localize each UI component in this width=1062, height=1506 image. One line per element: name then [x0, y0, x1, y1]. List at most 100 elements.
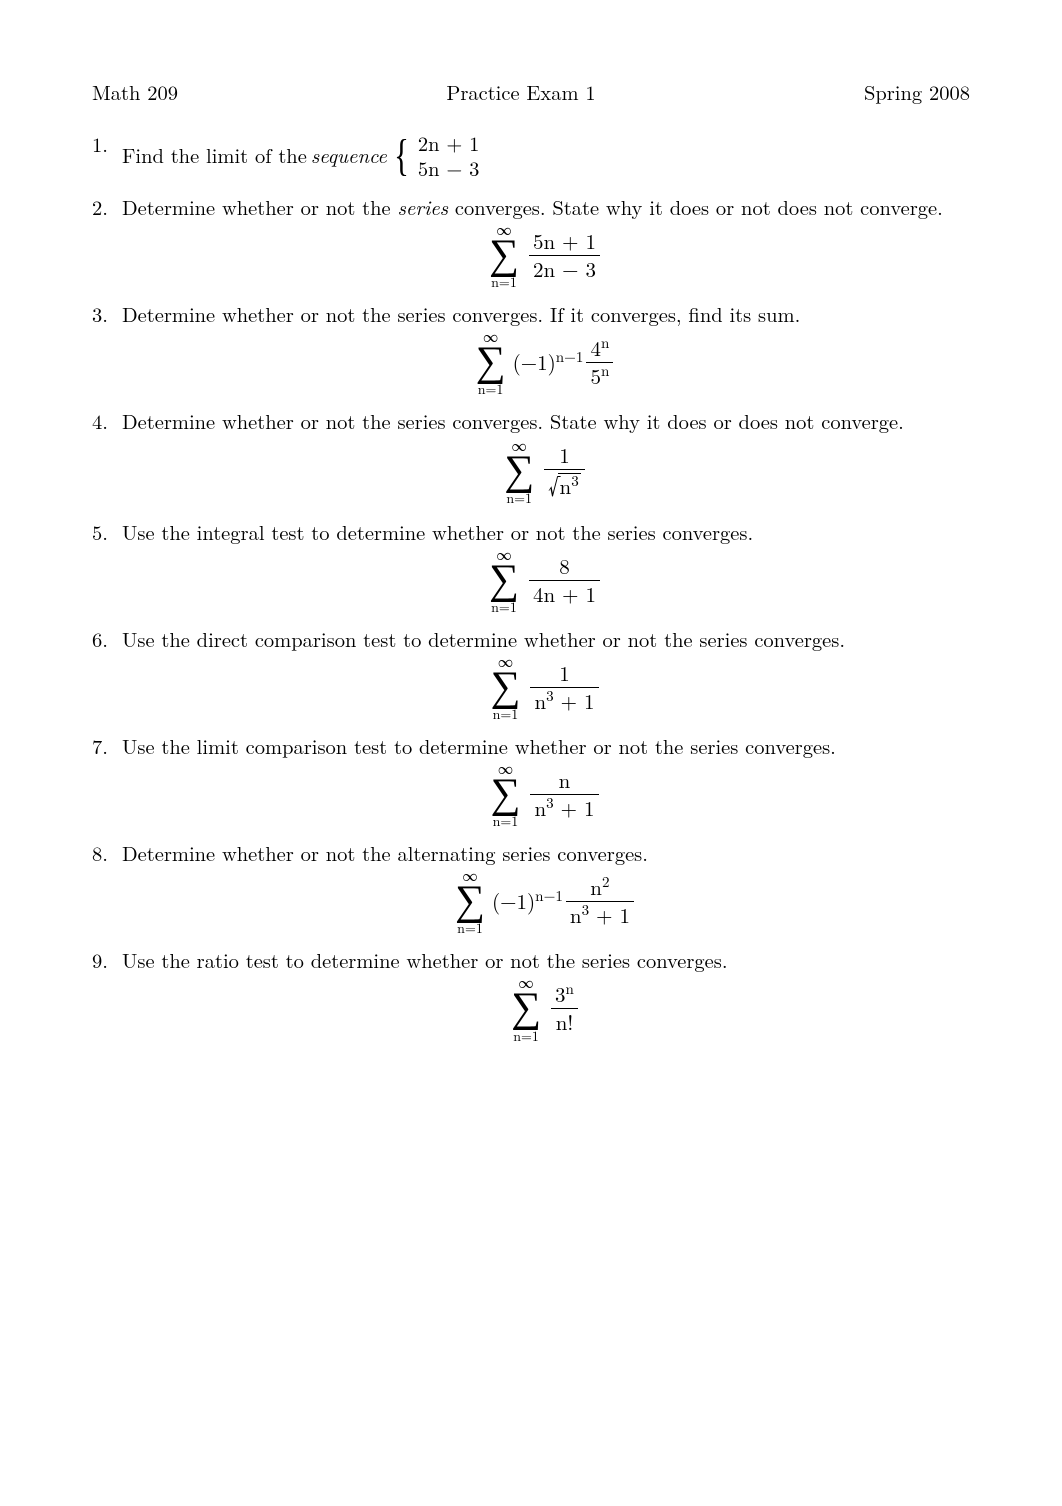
p2-sum-bot: n=1 — [491, 273, 517, 292]
p7-den-a: n — [534, 793, 546, 823]
p9-num-exp: n — [566, 978, 574, 999]
p8-formula: ∞ ∑ n=1 (−1)n−1 n2 n3 + 1 — [122, 875, 970, 928]
p4-text: Determine whether or not the series conv… — [122, 406, 904, 435]
p1-seq-top: 2n + 1 — [418, 130, 480, 156]
p3-sign-base: (−1) — [513, 347, 556, 377]
p7-sum-bot: n=1 — [493, 812, 519, 831]
problem-9: Use the ratio test to determine whether … — [92, 946, 970, 1035]
p6-sum-bot: n=1 — [493, 705, 519, 724]
p3-frac: 4n 5n — [586, 336, 613, 389]
p8-sign-exp: n−1 — [535, 885, 563, 906]
p6-den-exp: 3 — [546, 685, 554, 706]
p4-den: n3 — [544, 470, 585, 500]
p7-num: n — [530, 768, 598, 795]
p3-sign: (−1)n−1 — [513, 347, 584, 377]
summation-icon: ∞ ∑ n=1 — [455, 880, 485, 922]
p8-num-a: n — [590, 872, 602, 902]
p3-formula: ∞ ∑ n=1 (−1)n−1 4n 5n — [122, 336, 970, 389]
p6-num: 1 — [530, 661, 598, 688]
p2-series-word: series — [397, 192, 448, 221]
problem-7: Use the limit comparison test to determi… — [92, 732, 970, 821]
p2-frac: 5n + 1 2n − 3 — [529, 229, 600, 282]
p8-sum-top: ∞ — [462, 866, 477, 886]
p5-text: Use the integral test to determine wheth… — [122, 517, 753, 546]
p1-text-a: Find the limit of the — [122, 141, 307, 169]
p9-sum-bot: n=1 — [513, 1027, 539, 1046]
summation-icon: ∞ ∑ n=1 — [476, 341, 506, 383]
p6-den: n3 + 1 — [530, 688, 598, 714]
p4-num: 1 — [544, 443, 585, 470]
p7-formula: ∞ ∑ n=1 n n3 + 1 — [122, 768, 970, 821]
p3-text: Determine whether or not the series conv… — [122, 299, 800, 328]
p4-sum-bot: n=1 — [506, 489, 532, 508]
p7-den-b: + 1 — [554, 793, 595, 823]
p9-frac: 3n n! — [551, 982, 578, 1035]
p8-num-exp: 2 — [602, 871, 610, 892]
summation-icon: ∞ ∑ n=1 — [489, 234, 519, 276]
p2-num: 5n + 1 — [529, 229, 600, 256]
problem-5: Use the integral test to determine wheth… — [92, 518, 970, 607]
problem-2: Determine whether or not the series conv… — [92, 193, 970, 282]
p7-frac: n n3 + 1 — [530, 768, 598, 821]
header-center: Practice Exam 1 — [446, 78, 595, 106]
summation-icon: ∞ ∑ n=1 — [511, 987, 541, 1029]
p9-text: Use the ratio test to determine whether … — [122, 945, 728, 974]
p7-den-exp: 3 — [546, 792, 554, 813]
p8-num: n2 — [566, 875, 634, 902]
p3-num-base: 4 — [590, 333, 601, 363]
sqrt-icon: n3 — [548, 471, 581, 500]
problem-8: Determine whether or not the alternating… — [92, 839, 970, 928]
p7-text: Use the limit comparison test to determi… — [122, 731, 836, 760]
p8-den: n3 + 1 — [566, 902, 634, 928]
p2-formula: ∞ ∑ n=1 5n + 1 2n − 3 — [122, 229, 970, 282]
p2-den: 2n − 3 — [529, 256, 600, 282]
problem-3: Determine whether or not the series conv… — [92, 300, 970, 389]
p4-formula: ∞ ∑ n=1 1 n3 — [122, 443, 970, 500]
p8-den-exp: 3 — [582, 899, 590, 920]
problem-6: Use the direct comparison test to determ… — [92, 625, 970, 714]
page: Math 209 Practice Exam 1 Spring 2008 Fin… — [0, 0, 1062, 1506]
p2-sum-top: ∞ — [496, 220, 511, 240]
p7-sum-top: ∞ — [498, 759, 513, 779]
p1-sequence-word: sequence — [311, 141, 387, 169]
p6-text: Use the direct comparison test to determ… — [122, 624, 845, 653]
p2-text-a: Determine whether or not the — [122, 192, 397, 221]
summation-icon: ∞ ∑ n=1 — [490, 773, 520, 815]
summation-icon: ∞ ∑ n=1 — [490, 666, 520, 708]
p5-sum-top: ∞ — [496, 545, 511, 565]
problem-list: Find the limit of the sequence { 2n + 1 … — [92, 130, 970, 1035]
p4-radicand: n3 — [558, 473, 581, 499]
p3-sum-bot: n=1 — [478, 380, 504, 399]
p4-rad-base: n — [560, 471, 572, 501]
p1-sequence-frac: 2n + 1 5n − 3 — [418, 130, 480, 181]
p3-num: 4n — [586, 336, 613, 363]
p3-den: 5n — [586, 363, 613, 389]
problem-1: Find the limit of the sequence { 2n + 1 … — [92, 130, 970, 181]
p6-frac: 1 n3 + 1 — [530, 661, 598, 714]
p1-seq-bot: 5n − 3 — [418, 155, 480, 181]
p3-den-base: 5 — [590, 361, 601, 391]
p9-den: n! — [551, 1009, 578, 1035]
p4-frac: 1 n3 — [544, 443, 585, 500]
p4-rad-exp: 3 — [571, 470, 579, 491]
p4-sum-top: ∞ — [512, 436, 527, 456]
summation-icon: ∞ ∑ n=1 — [504, 450, 534, 492]
problem-4: Determine whether or not the series conv… — [92, 407, 970, 500]
p6-formula: ∞ ∑ n=1 1 n3 + 1 — [122, 661, 970, 714]
summation-icon: ∞ ∑ n=1 — [489, 559, 519, 601]
p5-formula: ∞ ∑ n=1 8 4n + 1 — [122, 554, 970, 607]
p5-den: 4n + 1 — [529, 581, 600, 607]
p9-formula: ∞ ∑ n=1 3n n! — [122, 982, 970, 1035]
p3-num-exp: n — [601, 332, 609, 353]
p7-den: n3 + 1 — [530, 795, 598, 821]
p9-num: 3n — [551, 982, 578, 1009]
p8-den-b: + 1 — [589, 900, 630, 930]
p6-sum-top: ∞ — [498, 652, 513, 672]
p2-text-b: converges. State why it does or not does… — [448, 192, 943, 221]
p8-sign: (−1)n−1 — [492, 886, 563, 916]
p8-sign-base: (−1) — [492, 886, 535, 916]
page-header: Math 209 Practice Exam 1 Spring 2008 — [92, 78, 970, 106]
p5-sum-bot: n=1 — [491, 598, 517, 617]
p8-frac: n2 n3 + 1 — [566, 875, 634, 928]
header-right: Spring 2008 — [864, 78, 970, 106]
